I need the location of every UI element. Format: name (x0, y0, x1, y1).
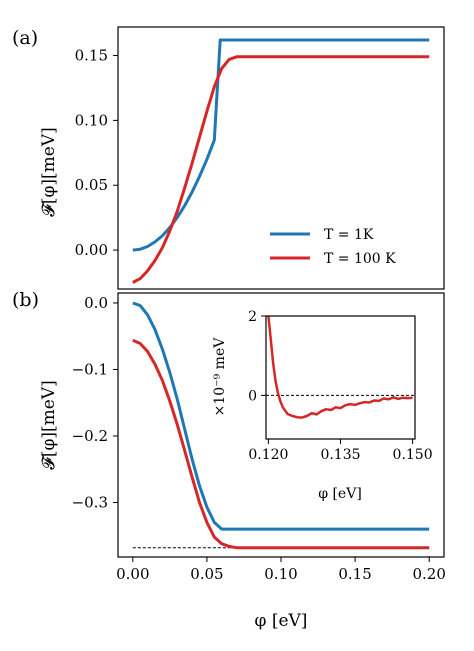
panel-a: (a) 𝓕[φ][meV] 0.00 0.05 0.10 0.15 T = 1K T … (12, 26, 445, 290)
panel-a-frame (117, 26, 445, 290)
panel-b-xtick-label: 0.15 (338, 565, 371, 583)
panel-a-ylabel: 𝓕[φ][meV] (39, 127, 59, 216)
inset-ytick-label: 2 (248, 309, 257, 325)
legend-label-t100k: T = 100 K (324, 251, 396, 267)
panel-b-ytick-label: −0.1 (72, 360, 108, 378)
panel-b-xlabel: φ [eV] (255, 611, 308, 631)
inset-xtick-label: 0.120 (248, 447, 288, 463)
panel-a-ytick-label: 0.00 (75, 241, 108, 259)
inset-ticks: 0 2 0.120 0.135 0.150 (248, 309, 433, 463)
panel-b-ytick-label: −0.2 (72, 427, 108, 445)
inset-lines (267, 315, 413, 419)
panel-b-frame (117, 292, 445, 558)
panel-b-xtick-label: 0.05 (190, 565, 223, 583)
inset-xtick-label: 0.135 (320, 447, 360, 463)
panel-b-series-t100k (132, 338, 430, 550)
panel-b-ylabel: 𝓕[φ][meV] (39, 380, 59, 469)
panel-b-ticks: 0.0 −0.1 −0.2 −0.3 0.00 0.05 0.10 0.15 0.20 (72, 294, 446, 583)
panel-b-lines (132, 301, 430, 550)
panel-b-label: (b) (12, 289, 39, 311)
inset-ytick-label: 0 (248, 388, 257, 404)
panel-b: (b) 𝓕[φ][meV] 0.0 −0.1 −0.2 −0.3 0.00 0.05 0.1… (12, 289, 446, 631)
panel-a-ytick-label: 0.05 (75, 176, 108, 194)
panel-a-lines (132, 38, 430, 284)
inset-xtick-label: 0.150 (393, 447, 433, 463)
inset-ylabel: ×10⁻⁹ meV (212, 337, 228, 417)
panel-a-series-t1k (132, 38, 430, 252)
panel-b-ytick-label: −0.3 (72, 493, 108, 511)
inset-series-t100k (267, 315, 413, 419)
legend: T = 1K T = 100 K (270, 227, 396, 267)
panel-a-label: (a) (12, 27, 38, 49)
panel-b-ytick-label: 0.0 (84, 294, 108, 312)
panel-a-series-t100k (132, 55, 430, 284)
inset-background (266, 316, 415, 439)
panel-a-y-ticks: 0.00 0.05 0.10 0.15 (75, 47, 118, 259)
inset: 0 2 0.120 0.135 0.150 ×10⁻⁹ meV φ [eV] (212, 309, 433, 502)
inset-xlabel: φ [eV] (318, 486, 362, 502)
panel-b-xtick-label: 0.20 (412, 565, 445, 583)
panel-b-xtick-label: 0.00 (116, 565, 149, 583)
inset-frame (265, 315, 416, 440)
panel-b-series-t1k (132, 301, 430, 531)
panel-a-ytick-label: 0.15 (75, 47, 108, 65)
panel-a-ytick-label: 0.10 (75, 111, 108, 129)
panel-b-xtick-label: 0.10 (264, 565, 297, 583)
legend-label-t1k: T = 1K (324, 227, 374, 243)
